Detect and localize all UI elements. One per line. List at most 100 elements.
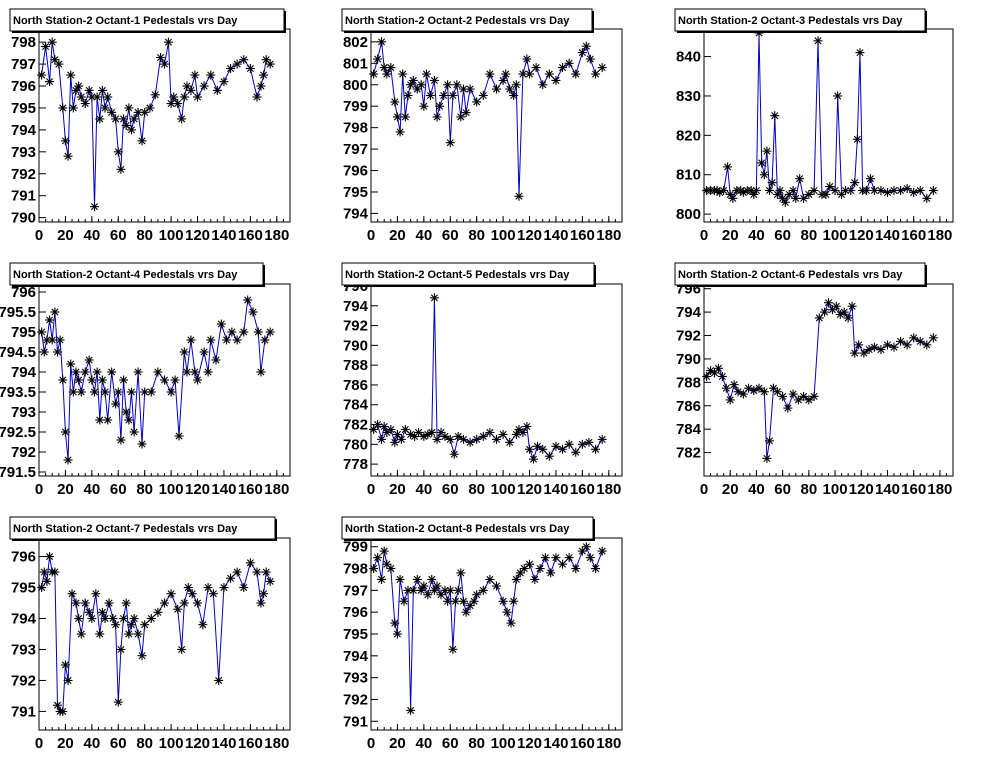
x-tick-label: 120 <box>517 227 542 244</box>
y-tick-label: 830 <box>676 88 701 105</box>
x-tick-label: 160 <box>570 227 595 244</box>
data-point-marker <box>725 395 735 405</box>
data-point-marker <box>843 313 853 323</box>
chart-title-box <box>341 262 595 286</box>
data-point-marker <box>89 387 99 397</box>
chart-title: North Station-2 Octant-4 Pedestals vrs D… <box>13 269 238 281</box>
data-point-marker <box>824 298 833 308</box>
data-point-marker <box>87 375 97 385</box>
y-tick-label: 794 <box>11 364 37 381</box>
data-point-marker <box>37 327 47 337</box>
data-point-marker <box>232 567 242 577</box>
chart-panel-1: 0 20 40 60 80 100 120 140 160 1807907917927937947… <box>9 8 291 244</box>
y-tick-label: 797 <box>343 141 368 158</box>
data-point-marker <box>799 391 809 401</box>
data-point-marker <box>116 644 126 654</box>
data-point-marker <box>129 427 139 437</box>
data-point-marker <box>45 552 55 562</box>
data-point-marker <box>876 345 886 355</box>
x-tick-label: 60 <box>442 227 459 244</box>
data-point-marker <box>453 431 463 441</box>
data-point-marker <box>259 70 269 80</box>
data-point-marker <box>58 375 68 385</box>
data-point-marker <box>145 103 155 113</box>
data-point-marker <box>50 307 60 317</box>
data-point-marker <box>514 191 524 201</box>
x-tick-label: 0 <box>367 735 375 752</box>
data-point-marker <box>505 84 515 94</box>
data-point-marker <box>186 85 196 95</box>
x-tick-label: 60 <box>110 481 127 498</box>
data-point-marker <box>854 340 864 350</box>
data-point-marker <box>373 420 383 430</box>
data-point-marker <box>597 434 607 444</box>
x-tick-label: 20 <box>57 481 74 498</box>
data-point-marker <box>87 614 97 624</box>
data-point-marker <box>198 620 208 630</box>
data-point-marker <box>485 427 495 437</box>
data-point-marker <box>452 80 462 90</box>
data-point-marker <box>723 162 733 172</box>
data-point-marker <box>259 589 269 599</box>
x-tick-label: 160 <box>570 735 595 752</box>
data-point-marker <box>186 335 196 345</box>
x-tick-label: 80 <box>800 481 817 498</box>
y-tick-label: 796 <box>343 163 368 180</box>
data-point-marker <box>261 567 271 577</box>
data-point-marker <box>472 434 482 444</box>
data-point-marker <box>166 387 176 397</box>
data-point-marker <box>124 103 134 113</box>
data-point-marker <box>461 108 471 118</box>
data-point-marker <box>133 367 143 377</box>
data-point-marker <box>206 335 216 345</box>
data-point-marker <box>39 567 49 577</box>
data-point-marker <box>80 99 90 109</box>
data-point-marker <box>585 553 595 563</box>
x-tick-label: 180 <box>264 735 289 752</box>
data-point-marker <box>456 112 466 122</box>
data-point-marker <box>546 568 556 578</box>
data-point-marker <box>846 185 856 195</box>
data-point-marker <box>448 644 458 654</box>
data-point-marker <box>465 437 475 447</box>
y-tick-label: 795 <box>343 626 368 643</box>
data-point-marker <box>153 367 163 377</box>
data-point-marker <box>465 601 475 611</box>
y-tick-label: 793.5 <box>0 384 36 401</box>
data-point-marker <box>456 568 466 578</box>
data-point-marker <box>571 447 581 457</box>
x-tick-label: 140 <box>543 481 568 498</box>
data-point-marker <box>754 383 764 393</box>
x-tick-label: 0 <box>367 481 375 498</box>
data-point-marker <box>571 564 581 574</box>
y-axis-labels: 778780782784786788790792794796 <box>343 278 369 473</box>
chart-title-box <box>341 516 594 540</box>
data-point-marker <box>564 58 574 68</box>
data-point-marker <box>67 589 77 599</box>
data-point-marker <box>116 435 126 445</box>
y-tick-label: 793 <box>11 404 36 421</box>
data-point-marker <box>841 185 851 195</box>
x-tick-label: 160 <box>238 227 263 244</box>
data-point-marker <box>432 581 442 591</box>
data-point-marker <box>485 69 495 79</box>
data-point-marker <box>509 90 519 100</box>
x-tick-label: 180 <box>596 227 621 244</box>
y-tick-label: 786 <box>676 398 701 415</box>
data-point-marker <box>597 546 607 556</box>
data-point-marker <box>107 107 117 117</box>
chart-title: North Station-2 Octant-2 Pedestals vrs D… <box>345 15 570 27</box>
data-point-marker <box>492 434 501 444</box>
data-point-marker <box>793 395 803 405</box>
y-tick-label: 796 <box>11 284 36 301</box>
data-point-marker <box>498 596 508 606</box>
data-point-marker <box>369 564 379 574</box>
data-point-marker <box>392 629 402 639</box>
data-point-marker <box>52 347 62 357</box>
y-tick-label: 810 <box>676 167 701 184</box>
data-point-marker <box>386 424 396 434</box>
data-point-marker <box>398 69 408 79</box>
data-point-marker <box>216 319 226 329</box>
x-tick-label: 120 <box>849 481 874 498</box>
data-point-marker <box>395 574 405 584</box>
